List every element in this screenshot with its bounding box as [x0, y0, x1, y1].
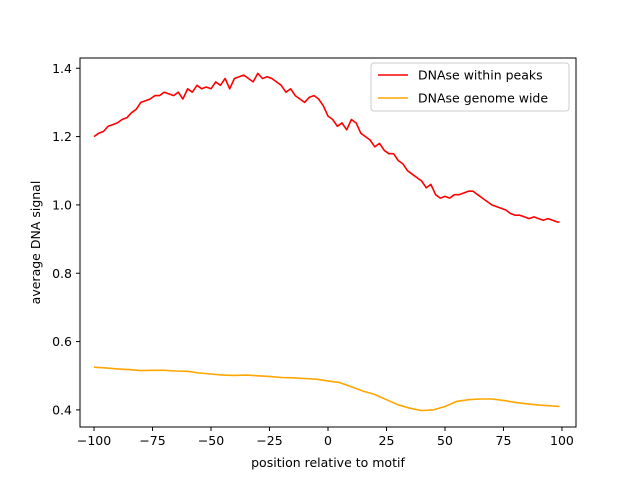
y-axis-ticks: 0.4 0.6 0.8 1.0 1.2 1.4	[52, 61, 80, 417]
y-tick-label: 1.0	[52, 197, 72, 212]
x-tick-label: 0	[324, 433, 332, 448]
x-tick-label: −25	[256, 433, 282, 448]
legend-label-genome: DNAse genome wide	[418, 91, 548, 106]
x-axis-ticks: −100 −75 −50 −25 0 25 50 75 100	[77, 427, 574, 448]
x-tick-label: −100	[77, 433, 111, 448]
x-tick-label: 75	[496, 433, 512, 448]
legend: DNAse within peaks DNAse genome wide	[370, 62, 570, 112]
x-axis-label: position relative to motif	[251, 455, 405, 470]
series-layer	[93, 72, 560, 412]
y-tick-label: 1.4	[52, 61, 72, 76]
y-tick-label: 0.8	[52, 266, 72, 281]
series-line-dnase-within-peaks	[93, 72, 560, 223]
x-tick-label: −75	[139, 433, 165, 448]
y-tick-label: 0.6	[52, 334, 72, 349]
x-tick-label: 50	[437, 433, 453, 448]
y-tick-label: 0.4	[52, 402, 72, 417]
y-axis-label: average DNA signal	[28, 181, 43, 305]
y-tick-label: 1.2	[52, 129, 72, 144]
series-line-dnase-genome-wide	[93, 366, 560, 412]
plot-area	[80, 58, 576, 427]
x-tick-label: 25	[379, 433, 395, 448]
x-tick-label: 100	[550, 433, 574, 448]
legend-box	[370, 62, 570, 112]
x-tick-label: −50	[198, 433, 224, 448]
legend-label-peaks: DNAse within peaks	[418, 68, 543, 83]
